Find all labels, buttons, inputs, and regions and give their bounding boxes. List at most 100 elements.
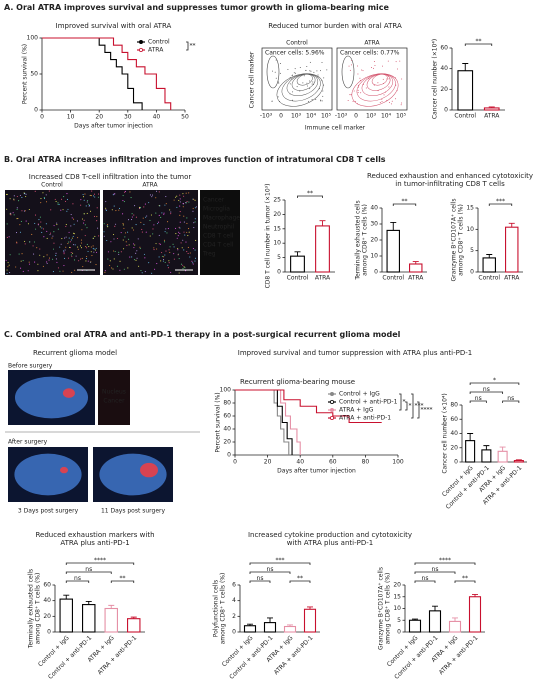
cell [95, 247, 97, 249]
cell [194, 221, 196, 223]
flow-event [312, 81, 314, 83]
cell [88, 203, 90, 205]
cell [95, 251, 98, 253]
cell [192, 262, 194, 264]
cell [6, 193, 8, 195]
cell [71, 237, 73, 239]
flow-event [365, 87, 367, 89]
significance-bracket [65, 571, 112, 574]
cell [28, 208, 30, 211]
cell [140, 221, 142, 223]
flow-event [400, 104, 402, 106]
cell [48, 190, 50, 192]
flow-event [323, 84, 325, 86]
y-axis-label: Percent survival (%) [22, 44, 29, 104]
cell [50, 209, 52, 211]
bar [409, 263, 423, 273]
cell [166, 232, 168, 234]
flow-event [278, 82, 280, 84]
x-tick-label: Control [478, 275, 500, 282]
cell [85, 260, 87, 262]
cell [6, 272, 8, 274]
cell [163, 256, 165, 258]
flow-event [320, 70, 322, 72]
cell [84, 235, 86, 237]
cell [39, 226, 41, 228]
cell [37, 223, 39, 225]
flow-event [322, 90, 324, 92]
cell [21, 253, 23, 255]
bar [283, 625, 297, 633]
cell [185, 202, 187, 204]
cell [145, 216, 147, 218]
cell [180, 263, 183, 265]
bar [505, 226, 519, 273]
cell [184, 234, 186, 236]
cell [10, 214, 12, 216]
cell [130, 197, 132, 199]
cell [40, 221, 42, 223]
flow-event [357, 65, 359, 67]
cell [46, 230, 48, 232]
flow-event [278, 81, 280, 83]
y-tick-label: 0 [227, 452, 231, 459]
cell [105, 209, 108, 211]
cell [182, 268, 184, 270]
cell [123, 201, 125, 203]
flow-tick-label: 10⁴ [306, 113, 317, 120]
cell [20, 220, 22, 222]
cell [163, 239, 166, 241]
bar [457, 70, 474, 111]
cell [77, 246, 79, 248]
cell [140, 270, 142, 272]
cell [22, 270, 24, 272]
cell [183, 249, 185, 251]
cell [93, 215, 95, 218]
flow-event [395, 77, 397, 79]
cell [176, 195, 178, 197]
cell [104, 271, 106, 273]
survival-curve [235, 389, 293, 455]
cell [158, 214, 160, 217]
cell [45, 201, 48, 203]
flow-event [321, 61, 323, 63]
cell [52, 248, 55, 250]
cell [93, 193, 96, 195]
cell [21, 210, 23, 212]
cell [178, 226, 180, 228]
cell [13, 195, 15, 197]
cell [66, 193, 68, 195]
cell [160, 260, 162, 262]
cell [63, 257, 66, 260]
cell [164, 254, 166, 256]
cell [173, 246, 175, 248]
significance-bracket [414, 562, 476, 565]
cell [68, 246, 71, 248]
flow-contour [276, 73, 324, 107]
flow-event [303, 75, 305, 77]
cell [103, 231, 105, 233]
y-axis-label: Cancer cell number (×10⁴) [442, 393, 449, 473]
flow-event [360, 92, 362, 94]
cell [124, 190, 126, 193]
cell [98, 235, 100, 237]
cell [66, 210, 68, 212]
error-bar [486, 254, 493, 258]
cell [45, 223, 47, 225]
cell [83, 222, 85, 224]
cell [106, 225, 108, 227]
flow-event [356, 103, 358, 105]
significance-label: **** [439, 557, 451, 564]
cell [122, 239, 124, 241]
y-axis-label: among CD8⁺ T cells (%) [458, 204, 465, 276]
cell [128, 238, 130, 240]
y-axis-label: among CD8⁺ T cells (%) [220, 573, 227, 645]
channel-label: Nucleus [102, 389, 126, 396]
flow-event [357, 84, 359, 86]
flow-event [275, 59, 277, 61]
cell [70, 225, 72, 227]
cell [80, 247, 83, 249]
significance-label: ns [85, 566, 92, 573]
cell [172, 243, 174, 245]
flow-event [373, 84, 375, 86]
